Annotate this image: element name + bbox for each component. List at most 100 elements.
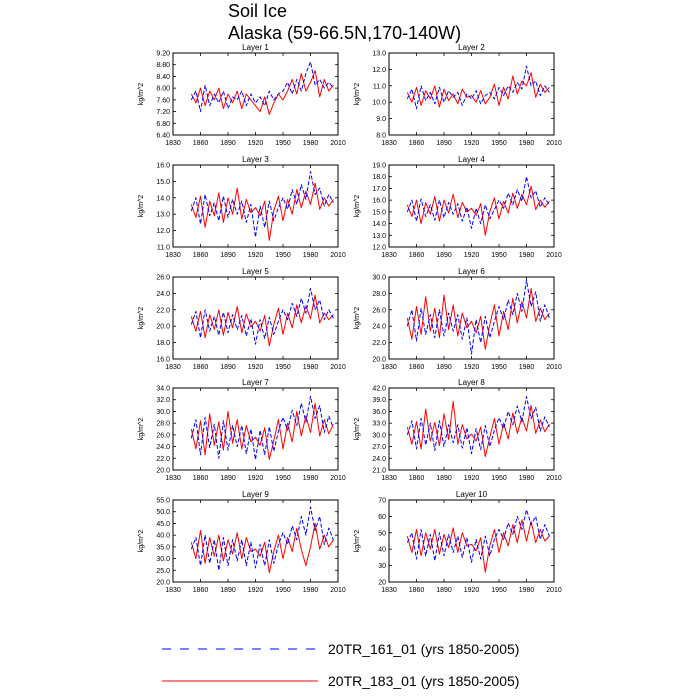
y-axis-label-layer-10: kg/m^2 bbox=[354, 530, 361, 552]
panel-layer-10: Layer 10 kg/m^2 20 30 40 50 60 70 1830 1860 1890 19… bbox=[354, 490, 562, 594]
x-tick-label-layer-6: 1830 bbox=[381, 364, 397, 371]
y-tick-label-layer-8: 21.0 bbox=[372, 468, 386, 475]
y-tick-label-layer-4: 19.0 bbox=[372, 163, 386, 170]
y-tick-label-layer-3: 12.0 bbox=[156, 228, 170, 235]
x-tick-label-layer-9: 1950 bbox=[275, 587, 291, 594]
y-tick-label-layer-8: 30.0 bbox=[372, 432, 386, 439]
y-tick-label-layer-9: 45.0 bbox=[156, 521, 170, 528]
x-tick-label-layer-2: 2010 bbox=[546, 140, 562, 147]
y-axis-label-layer-7: kg/m^2 bbox=[138, 418, 145, 440]
y-tick-label-layer-5: 22.0 bbox=[156, 307, 170, 314]
x-tick-label-layer-5: 1980 bbox=[303, 364, 319, 371]
x-tick-label-layer-9: 1920 bbox=[248, 587, 264, 594]
y-tick-label-layer-6: 30.0 bbox=[372, 275, 386, 282]
panel-layer-6: Layer 6 kg/m^2 20.0 22.0 24.0 26.0 28.0 30.0 183… bbox=[354, 267, 562, 371]
x-tick-label-layer-1: 1830 bbox=[165, 140, 181, 147]
x-tick-label-layer-10: 1830 bbox=[381, 587, 397, 594]
x-tick-label-layer-5: 1830 bbox=[165, 364, 181, 371]
plot-frame-layer-8 bbox=[388, 387, 555, 471]
y-tick-label-layer-2: 9.0 bbox=[376, 116, 386, 123]
x-tick-label-layer-7: 1920 bbox=[248, 475, 264, 482]
y-tick-label-layer-2: 8.0 bbox=[376, 133, 386, 140]
y-tick-label-layer-5: 18.0 bbox=[156, 340, 170, 347]
title-line-1: Soil Ice bbox=[228, 1, 288, 21]
x-tick-label-layer-3: 1890 bbox=[220, 252, 236, 259]
x-tick-label-layer-4: 1920 bbox=[464, 252, 480, 259]
y-tick-label-layer-10: 30 bbox=[378, 563, 386, 570]
x-tick-label-layer-1: 1950 bbox=[275, 140, 291, 147]
plot-frame-layer-9 bbox=[172, 499, 339, 583]
plot-frame-layer-5 bbox=[172, 276, 339, 360]
y-tick-label-layer-8: 36.0 bbox=[372, 409, 386, 416]
legend-label-161: 20TR_161_01 (yrs 1850-2005) bbox=[328, 641, 519, 657]
y-tick-label-layer-5: 16.0 bbox=[156, 357, 170, 364]
x-tick-label-layer-5: 1890 bbox=[220, 364, 236, 371]
x-tick-label-layer-6: 2010 bbox=[546, 364, 562, 371]
panel-title-layer-2: Layer 2 bbox=[458, 43, 485, 52]
x-tick-label-layer-8: 1860 bbox=[409, 475, 425, 482]
x-tick-label-layer-10: 2010 bbox=[546, 587, 562, 594]
y-tick-label-layer-7: 34.0 bbox=[156, 386, 170, 393]
x-tick-label-layer-5: 1950 bbox=[275, 364, 291, 371]
series-line-blue-layer-7 bbox=[190, 395, 334, 460]
y-tick-label-layer-7: 24.0 bbox=[156, 444, 170, 451]
y-tick-label-layer-2: 13.0 bbox=[372, 51, 386, 58]
y-axis-label-layer-2: kg/m^2 bbox=[354, 83, 361, 105]
x-tick-label-layer-9: 1980 bbox=[303, 587, 319, 594]
series-line-blue-layer-9 bbox=[190, 506, 334, 571]
x-tick-label-layer-2: 1950 bbox=[491, 140, 507, 147]
x-tick-label-layer-6: 1920 bbox=[464, 364, 480, 371]
x-tick-label-layer-7: 1980 bbox=[303, 475, 319, 482]
series-line-red-layer-6 bbox=[406, 288, 550, 350]
y-tick-label-layer-1: 8.00 bbox=[156, 86, 170, 93]
panel-layer-5: Layer 5 kg/m^2 16.0 18.0 20.0 22.0 24.0 26.0 183… bbox=[138, 267, 346, 371]
x-tick-label-layer-1: 1890 bbox=[220, 140, 236, 147]
x-tick-label-layer-7: 1890 bbox=[220, 475, 236, 482]
x-tick-label-layer-4: 1890 bbox=[436, 252, 452, 259]
y-tick-label-layer-7: 20.0 bbox=[156, 468, 170, 475]
x-tick-label-layer-10: 1980 bbox=[519, 587, 535, 594]
y-axis-label-layer-1: kg/m^2 bbox=[138, 83, 145, 105]
x-tick-label-layer-4: 1860 bbox=[409, 252, 425, 259]
y-tick-label-layer-9: 35.0 bbox=[156, 544, 170, 551]
y-tick-label-layer-4: 14.0 bbox=[372, 221, 386, 228]
series-line-red-layer-3 bbox=[190, 182, 334, 241]
panel-title-layer-10: Layer 10 bbox=[456, 490, 488, 499]
y-tick-label-layer-1: 8.80 bbox=[156, 62, 170, 69]
y-tick-label-layer-5: 24.0 bbox=[156, 291, 170, 298]
y-tick-label-layer-7: 32.0 bbox=[156, 397, 170, 404]
series-line-red-layer-4 bbox=[406, 185, 550, 236]
x-tick-label-layer-5: 1860 bbox=[193, 364, 209, 371]
x-tick-label-layer-2: 1920 bbox=[464, 140, 480, 147]
x-tick-label-layer-1: 1860 bbox=[193, 140, 209, 147]
y-tick-label-layer-3: 16.0 bbox=[156, 163, 170, 170]
y-tick-label-layer-5: 20.0 bbox=[156, 324, 170, 331]
y-tick-label-layer-6: 22.0 bbox=[372, 340, 386, 347]
x-tick-label-layer-5: 2010 bbox=[330, 364, 346, 371]
y-tick-label-layer-7: 26.0 bbox=[156, 432, 170, 439]
x-tick-label-layer-5: 1920 bbox=[248, 364, 264, 371]
series-line-blue-layer-6 bbox=[406, 279, 550, 355]
x-tick-label-layer-9: 1830 bbox=[165, 587, 181, 594]
x-tick-label-layer-6: 1860 bbox=[409, 364, 425, 371]
figure-title: Soil Ice Alaska (59-66.5N,170-140W) bbox=[228, 0, 461, 44]
y-tick-label-layer-10: 40 bbox=[378, 547, 386, 554]
title-line-2: Alaska (59-66.5N,170-140W) bbox=[228, 23, 462, 43]
y-tick-label-layer-8: 39.0 bbox=[372, 397, 386, 404]
series-line-blue-layer-5 bbox=[190, 288, 334, 345]
x-tick-label-layer-6: 1890 bbox=[436, 364, 452, 371]
x-tick-label-layer-3: 1920 bbox=[248, 252, 264, 259]
x-tick-label-layer-4: 1980 bbox=[519, 252, 535, 259]
x-tick-label-layer-3: 1860 bbox=[193, 252, 209, 259]
x-tick-label-layer-4: 2010 bbox=[546, 252, 562, 259]
y-tick-label-layer-2: 11.0 bbox=[373, 83, 386, 90]
plot-frame-layer-1 bbox=[172, 52, 339, 136]
x-tick-label-layer-7: 1860 bbox=[193, 475, 209, 482]
y-tick-label-layer-5: 26.0 bbox=[156, 275, 170, 282]
legend-label-183: 20TR_183_01 (yrs 1850-2005) bbox=[328, 673, 519, 689]
y-tick-label-layer-1: 8.40 bbox=[156, 74, 170, 81]
x-tick-label-layer-8: 1950 bbox=[491, 475, 507, 482]
x-tick-label-layer-4: 1950 bbox=[491, 252, 507, 259]
x-tick-label-layer-10: 1890 bbox=[436, 587, 452, 594]
x-tick-label-layer-6: 1980 bbox=[519, 364, 535, 371]
